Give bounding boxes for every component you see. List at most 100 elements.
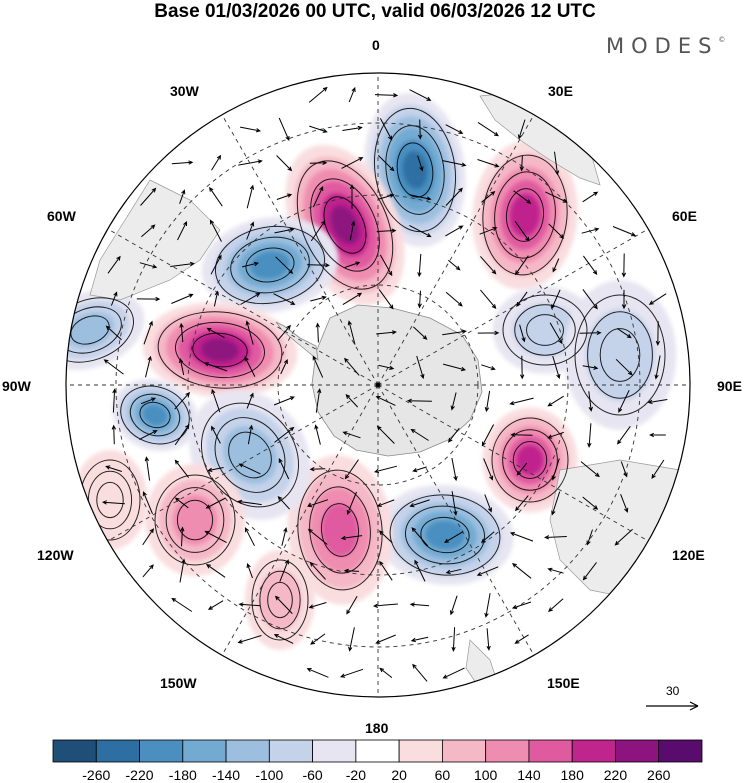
wind-arrow-89 — [179, 322, 184, 343]
wind-arrow-71 — [136, 296, 161, 302]
contour-6-1 — [502, 429, 558, 491]
lon-label-60e: 60E — [672, 208, 697, 224]
colorbar-label-12: 220 — [603, 767, 628, 783]
colorbar-swatch-9 — [441, 739, 487, 763]
wind-arrow-216 — [582, 562, 597, 581]
anomaly-pos-4-band-5 — [201, 338, 239, 362]
wind-arrow-156 — [144, 456, 151, 481]
wind-arrow-211 — [414, 559, 426, 582]
lon-label-150e: 150E — [547, 675, 580, 691]
wind-arrow-226 — [484, 593, 491, 618]
wind-arrow-195 — [378, 530, 393, 544]
wind-arrow-42 — [246, 221, 255, 240]
wind-arrow-190 — [204, 530, 227, 544]
colorbar-label-13: 260 — [647, 767, 671, 783]
wind-arrow-169 — [580, 461, 600, 478]
contour-9-1 — [214, 417, 286, 493]
wind-arrow-97 — [442, 329, 467, 336]
meridian-1 — [377, 114, 535, 386]
wind-arrow-49 — [479, 226, 498, 235]
wind-arrow-56 — [170, 261, 195, 267]
wind-arrow-113 — [416, 355, 425, 380]
wind-arrow-95 — [376, 330, 397, 335]
wind-arrow-193 — [307, 528, 328, 545]
wind-arrow-123 — [174, 391, 191, 410]
wind-arrow-18 — [341, 157, 364, 169]
wind-arrow-106 — [178, 357, 185, 376]
wind-arrow-135 — [588, 391, 593, 412]
colorbar-swatch-10 — [485, 739, 530, 763]
wind-arrow-20 — [417, 155, 424, 172]
wind-arrow-125 — [246, 392, 254, 409]
wind-arrow-28 — [246, 184, 255, 209]
colorbar-swatch-14 — [658, 739, 703, 763]
colorbar-swatch-3 — [182, 739, 227, 763]
modes-logo: MODES© — [606, 34, 725, 58]
wind-arrow-43 — [274, 227, 295, 234]
wind-arrow-219 — [238, 602, 261, 607]
wind-arrow-7 — [342, 125, 363, 131]
wind-arrow-39 — [141, 224, 156, 238]
colorbar-label-7: 20 — [391, 767, 407, 783]
wind-arrow-36 — [513, 190, 532, 204]
colorbar-swatch-8 — [398, 739, 443, 763]
wind-arrow-54 — [107, 255, 121, 274]
wind-arrow-134 — [547, 395, 564, 407]
colorbar-swatch-13 — [615, 739, 660, 763]
wind-arrow-93 — [315, 322, 320, 343]
wind-arrow-81 — [480, 289, 497, 309]
contour-0-0 — [373, 107, 457, 233]
wind-arrow-167 — [516, 462, 528, 476]
contour-14-1 — [259, 570, 301, 630]
wind-arrow-25 — [140, 187, 157, 206]
wind-arrow-23 — [519, 155, 524, 172]
contour-13-1 — [66, 306, 122, 354]
wind-arrow-105 — [145, 355, 152, 378]
wind-arrow-9 — [417, 119, 423, 140]
contour-2-2 — [245, 247, 295, 283]
wind-arrow-99 — [519, 324, 526, 343]
contour-8-2 — [320, 503, 360, 557]
wind-arrow-214 — [512, 562, 532, 579]
contour-14-0 — [251, 559, 309, 641]
wind-arrow-52 — [581, 227, 600, 234]
wind-arrow-124 — [211, 388, 221, 413]
wind-arrow-77 — [342, 292, 363, 306]
wind-arrow-4 — [240, 126, 262, 133]
wind-arrow-215 — [547, 567, 564, 574]
wind-arrow-100 — [549, 322, 563, 345]
wind-arrow-90 — [206, 327, 225, 339]
latitude-circle-2 — [115, 122, 641, 648]
wind-arrow-61 — [344, 261, 361, 268]
wind-arrow-15 — [238, 159, 263, 166]
wind-arrow-148 — [447, 427, 460, 443]
wind-arrow-57 — [210, 254, 222, 275]
wind-arrow-177 — [277, 495, 290, 510]
wind-arrow-74 — [240, 292, 261, 305]
wind-arrow-104 — [103, 359, 124, 375]
contour-2-0 — [214, 225, 326, 305]
wind-arrow-143 — [274, 426, 295, 443]
contour-12-1 — [587, 311, 653, 399]
colorbar-label-3: -140 — [212, 767, 241, 783]
wind-arrow-235 — [451, 627, 456, 652]
contour-11-1 — [165, 487, 225, 553]
wind-arrow-131 — [450, 392, 457, 411]
contour-12-0 — [574, 294, 666, 416]
wind-arrow-210 — [379, 560, 393, 581]
wind-arrow-19 — [377, 155, 395, 172]
wind-arrow-117 — [552, 355, 561, 380]
wind-arrow-132 — [484, 390, 491, 413]
colorbar-label-11: 180 — [560, 767, 584, 783]
brand-mark: © — [718, 36, 726, 44]
wind-arrow-157 — [174, 459, 189, 478]
wind-arrow-175 — [205, 497, 226, 509]
wind-arrow-115 — [481, 364, 496, 371]
wind-arrow-50 — [514, 220, 530, 242]
wind-arrow-201 — [586, 529, 593, 546]
wind-arrow-1 — [348, 86, 356, 103]
wind-arrow-181 — [409, 499, 430, 508]
contour-14-2 — [267, 581, 293, 619]
wind-arrow-103 — [655, 321, 661, 346]
wind-arrow-231 — [310, 633, 326, 645]
